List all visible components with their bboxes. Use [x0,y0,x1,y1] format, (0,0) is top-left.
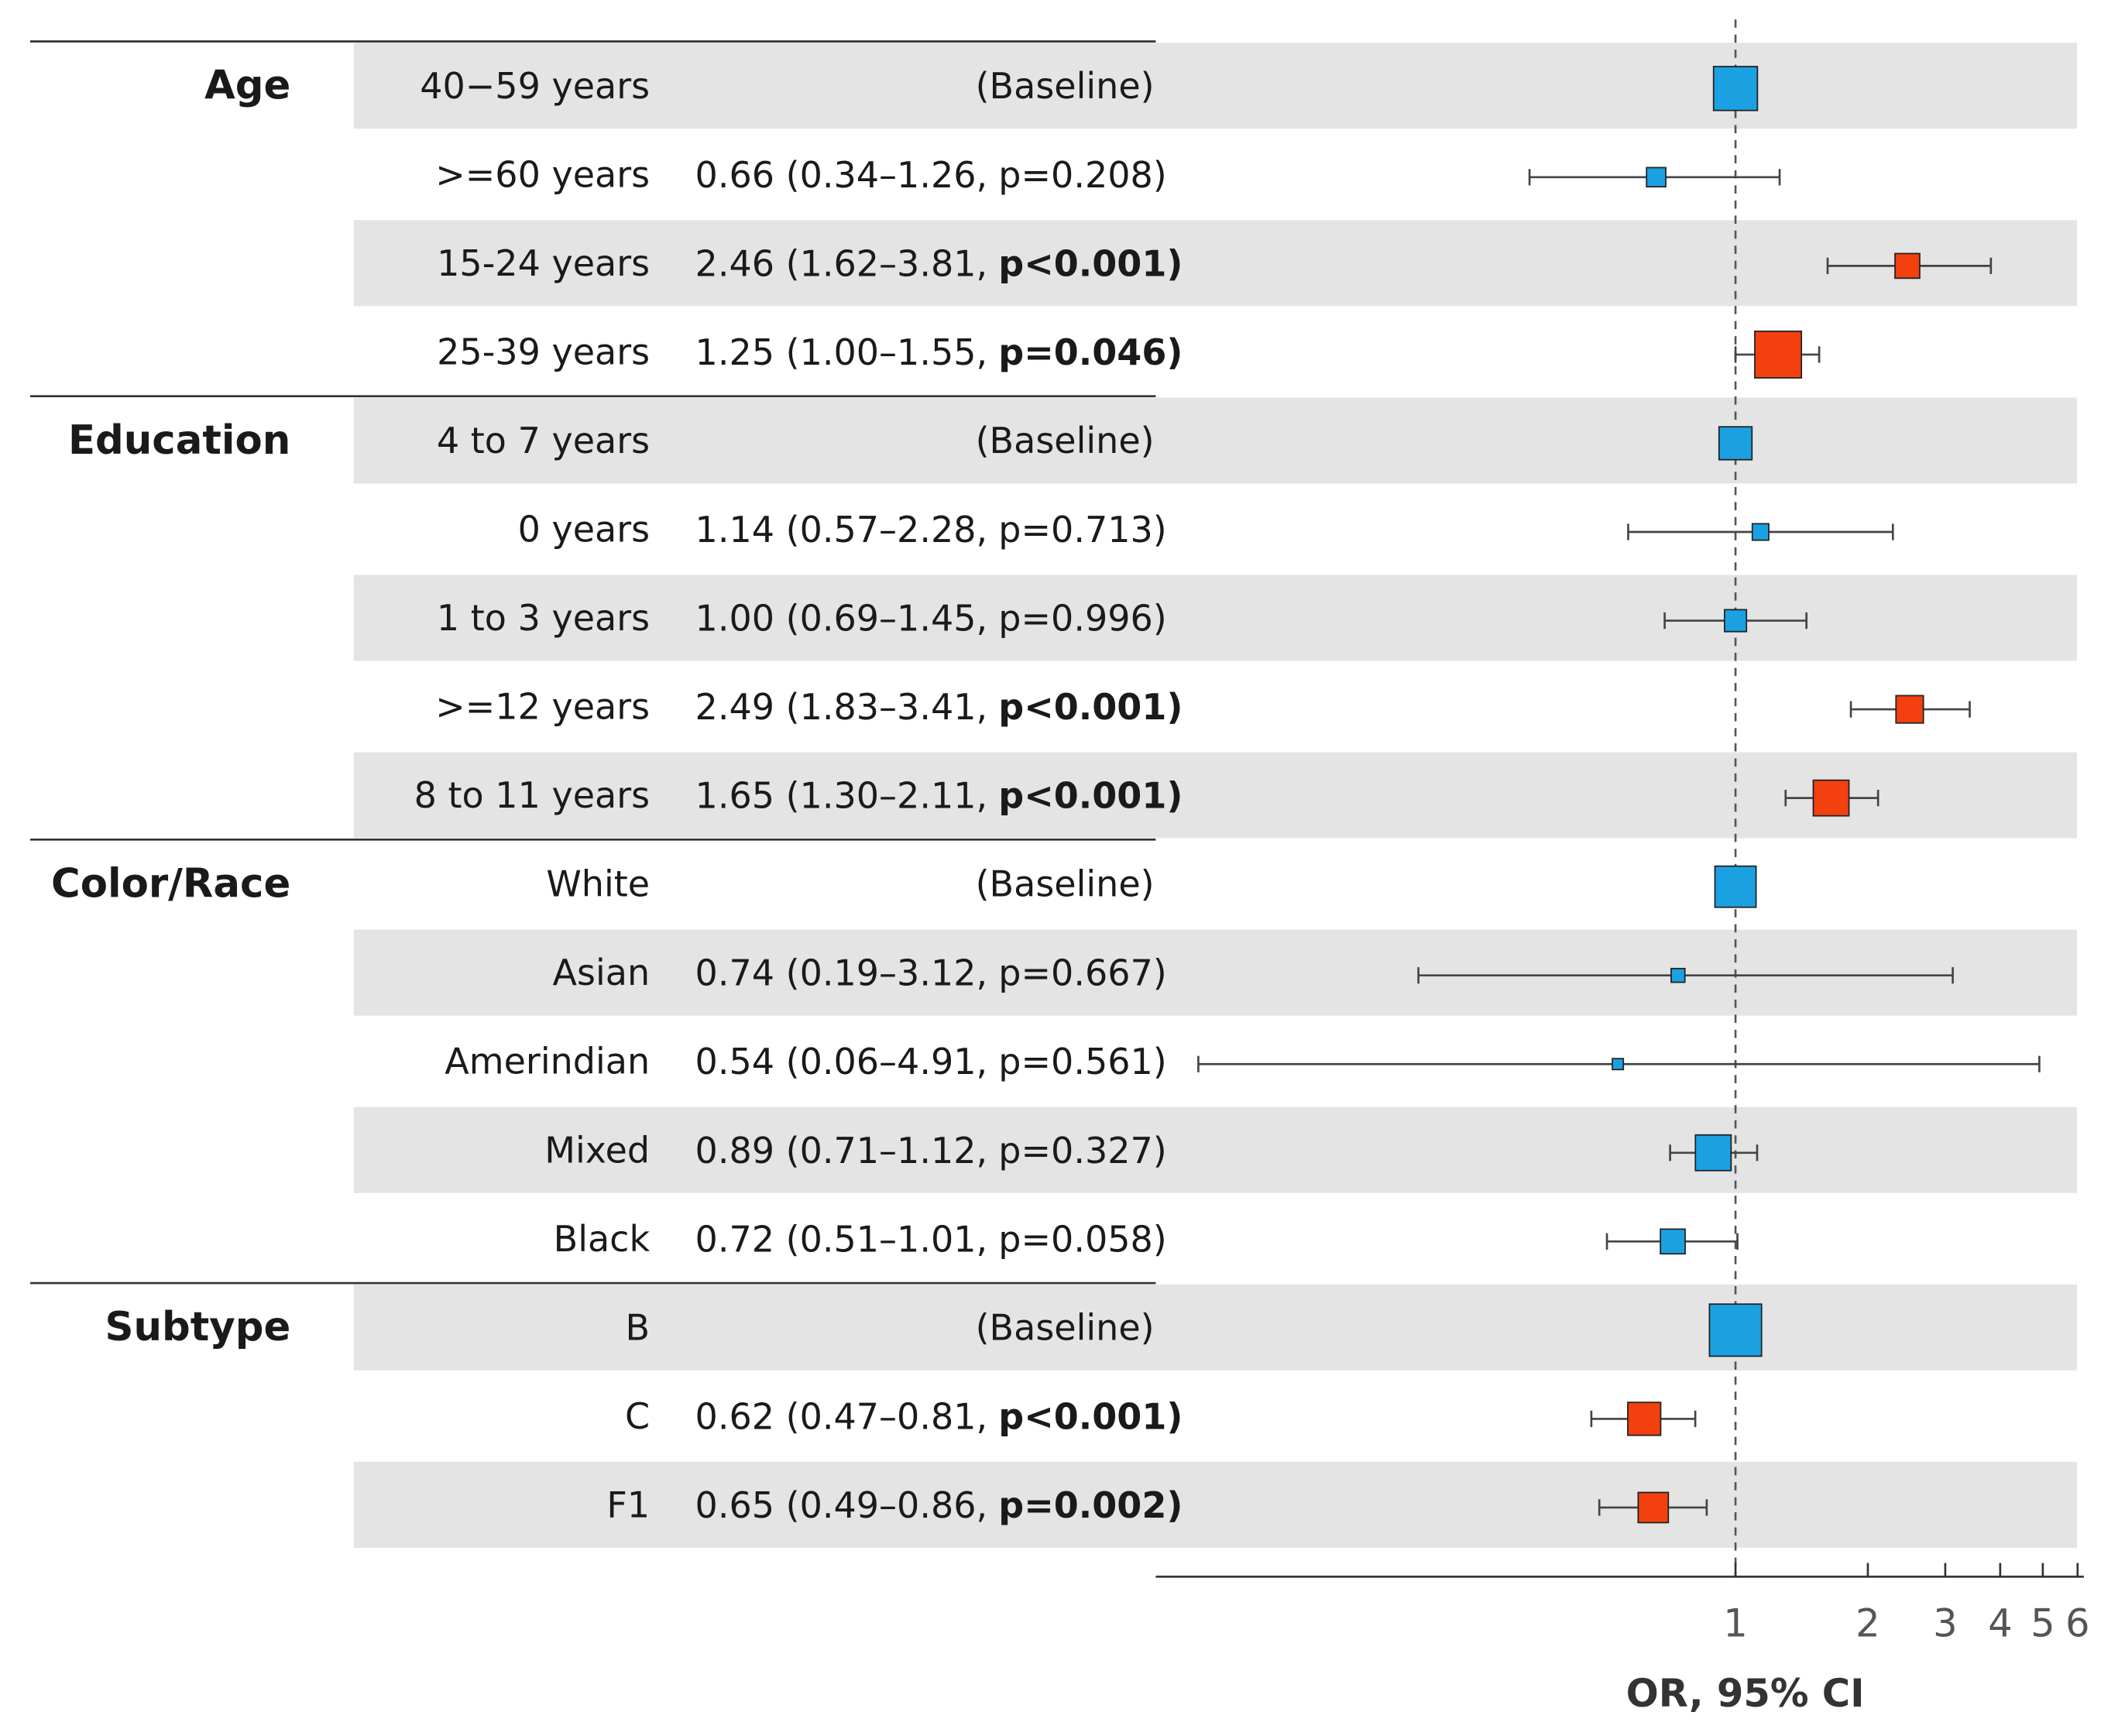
x-tick-label: 1 [1723,1600,1748,1645]
row-label: 0 years [518,509,651,551]
row-band [353,1284,2078,1371]
ci-label: 0.62 (0.47–0.81, [695,1395,988,1437]
estimate-box [1751,523,1770,541]
p-label: p=0.046) [998,331,1183,372]
row-label: 8 to 11 years [414,774,651,816]
ci-label: 0.89 (0.71–1.12, [695,1129,988,1171]
row-label: >=60 years [435,153,650,195]
x-axis-label: OR, 95% CI [1626,1671,1865,1716]
row-label: >=12 years [435,686,650,728]
group-label: Color/Race [51,861,290,907]
estimate-box [1708,1303,1763,1357]
p-label: p=0.713) [998,509,1166,551]
row-label: 25-39 years [437,331,650,372]
ci-label: 1.65 (1.30–2.11, [695,774,988,816]
row-band [353,752,2078,839]
estimate-box [1894,252,1921,280]
baseline-note: (Baseline) [976,863,1155,905]
p-label: p<0.001) [998,774,1183,816]
x-tick-label: 3 [1933,1600,1958,1645]
group-label: Age [204,63,290,109]
row-label: 4 to 7 years [437,420,650,461]
p-label: p=0.058) [998,1218,1166,1260]
row-band [353,575,2078,661]
ci-label: 1.14 (0.57–2.28, [695,509,988,551]
row-band [353,220,2078,307]
row-label: White [546,863,650,905]
rows [353,43,2078,1548]
row-label: Black [554,1218,651,1260]
p-label: p<0.001) [998,242,1183,284]
ci-label: 2.49 (1.83–3.41, [695,686,988,728]
estimate-box [1723,609,1748,633]
ci-label: 1.25 (1.00–1.55, [695,331,988,372]
ci-label: 0.72 (0.51–1.01, [695,1218,988,1260]
estimate-box [1646,166,1667,188]
estimate-box [1718,426,1753,461]
estimate-box [1714,865,1757,908]
ci-label: 0.54 (0.06–4.91, [695,1041,988,1082]
estimate-box [1637,1491,1670,1524]
x-tick-label: 6 [2065,1600,2090,1645]
estimate-text: 0.66 (0.34–1.26, p=0.208) [695,153,1167,195]
estimate-box [1670,967,1686,983]
p-label: p=0.561) [998,1041,1166,1082]
p-label: p=0.996) [998,597,1166,639]
row-band [353,1461,2078,1548]
estimate-box [1612,1058,1625,1071]
p-label: p<0.001) [998,686,1183,728]
x-tick-label: 2 [1856,1600,1880,1645]
p-label: p=0.327) [998,1129,1166,1171]
row-band [353,1106,2078,1193]
estimate-box [1754,330,1803,379]
x-tick-label: 5 [2031,1600,2055,1645]
group-label: Subtype [105,1304,290,1350]
estimate-text: 0.72 (0.51–1.01, p=0.058) [695,1218,1167,1260]
estimate-box [1895,695,1924,724]
estimate-text: 0.54 (0.06–4.91, p=0.561) [695,1041,1167,1082]
row-label: B [626,1306,651,1348]
estimate-box [1812,779,1850,817]
row-label: Asian [553,952,651,993]
estimate-text: 0.74 (0.19–3.12, p=0.667) [695,952,1167,993]
baseline-note: (Baseline) [976,1306,1155,1348]
row-label: Mixed [544,1129,650,1171]
row-band [353,929,2078,1016]
row-band [353,43,2078,129]
ci-label: 0.66 (0.34–1.26, [695,153,988,195]
row-label: 40−59 years [420,65,650,107]
row-label: 15-24 years [437,242,650,284]
ci-label: 1.00 (0.69–1.45, [695,597,988,639]
estimate-box [1694,1134,1732,1172]
estimate-text: 0.65 (0.49–0.86, p=0.002) [695,1484,1183,1525]
ci-label: 0.74 (0.19–3.12, [695,952,988,993]
estimate-text: 2.49 (1.83–3.41, p<0.001) [695,686,1183,728]
estimate-text: 1.25 (1.00–1.55, p=0.046) [695,331,1183,372]
estimate-text: 0.62 (0.47–0.81, p<0.001) [695,1395,1183,1437]
estimate-box [1660,1228,1686,1255]
estimate-box [1627,1401,1662,1436]
row-label: 1 to 3 years [437,597,650,639]
p-label: p=0.667) [998,952,1166,993]
estimate-text: 0.89 (0.71–1.12, p=0.327) [695,1129,1167,1171]
ci-label: 0.65 (0.49–0.86, [695,1484,988,1525]
x-tick-label: 4 [1988,1600,2013,1645]
estimate-text: 1.14 (0.57–2.28, p=0.713) [695,509,1167,551]
group-label: Education [68,417,290,464]
row-label: C [625,1395,650,1437]
row-label: Amerindian [445,1041,650,1082]
estimate-text: 1.65 (1.30–2.11, p<0.001) [695,774,1183,816]
row-band [353,397,2078,484]
p-label: p=0.208) [998,153,1166,195]
estimate-text: 1.00 (0.69–1.45, p=0.996) [695,597,1167,639]
row-label: F1 [606,1484,650,1525]
p-label: p=0.002) [998,1484,1183,1525]
p-label: p<0.001) [998,1395,1183,1437]
baseline-note: (Baseline) [976,420,1155,461]
estimate-box [1712,66,1759,112]
ci-label: 2.46 (1.62–3.81, [695,242,988,284]
baseline-note: (Baseline) [976,65,1155,107]
estimate-text: 2.46 (1.62–3.81, p<0.001) [695,242,1183,284]
